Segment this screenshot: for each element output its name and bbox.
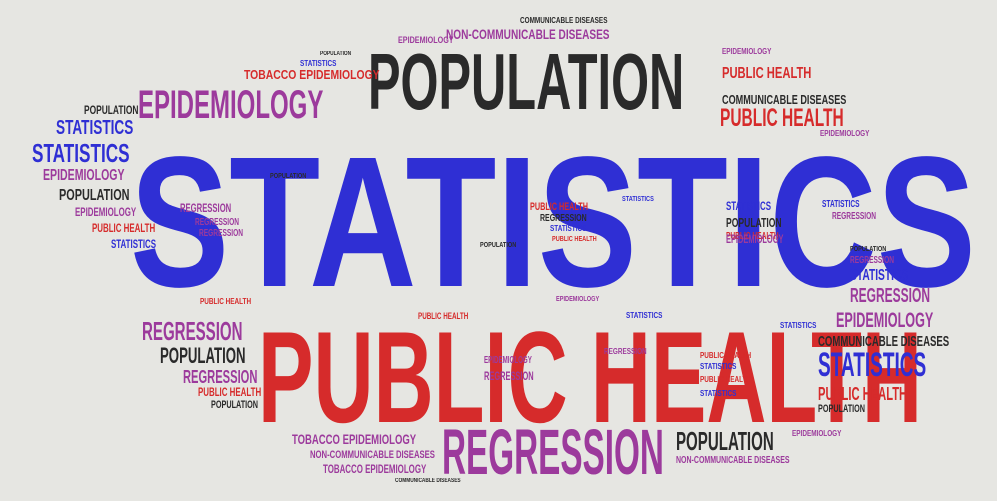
- word-statistics-main: STATISTICS: [130, 119, 976, 326]
- word-tobacco-epi-top: TOBACCO EPIDEMIOLOGY: [244, 67, 380, 82]
- word-statistics-left-3: STATISTICS: [111, 237, 157, 251]
- word-epi-right-small: EPIDEMIOLOGY: [722, 47, 772, 56]
- word-statistics-midlow-2: STATISTICS: [700, 389, 737, 398]
- word-ph-midlow-3: PUBLIC HEALTH: [700, 375, 752, 384]
- word-ph-center-1: PUBLIC HEALTH: [530, 201, 588, 213]
- word-ph-leftlow-small: PUBLIC HEALTH: [200, 297, 252, 306]
- word-statistics-right-4: STATISTICS: [818, 346, 927, 384]
- word-epi-right-2: EPIDEMIOLOGY: [820, 129, 870, 138]
- word-population-left-2: POPULATION: [59, 187, 130, 204]
- word-ph-midlow-2: PUBLIC HEALTH: [700, 351, 752, 360]
- word-regression-bottom: REGRESSION: [442, 416, 664, 488]
- word-statistics-right-2: STATISTICS: [822, 199, 860, 210]
- word-ph-right-3: PUBLIC HEALTH: [818, 384, 908, 404]
- word-ncd-bottom-2: NON-COMMUNICABLE DISEASES: [676, 455, 790, 466]
- word-ph-midlow-1: PUBLIC HEALTH: [418, 311, 469, 321]
- word-ph-left-2: PUBLIC HEALTH: [198, 385, 262, 399]
- word-regression-left-1: REGRESSION: [142, 316, 243, 346]
- word-epi-left-1: EPIDEMIOLOGY: [43, 167, 125, 184]
- word-statistics-left-2: STATISTICS: [32, 138, 130, 168]
- word-ph-right-2: PUBLIC HEALTH: [720, 104, 844, 132]
- word-population-bottom: POPULATION: [676, 426, 774, 456]
- word-regression-right-3: REGRESSION: [850, 285, 931, 307]
- word-statistics-mid-right-1: STATISTICS: [726, 199, 772, 213]
- word-statistics-center-2: STATISTICS: [622, 196, 654, 203]
- word-regression-midlow-2: REGRESSION: [604, 347, 647, 356]
- word-statistics-mid-right-2: STATISTICS: [780, 321, 817, 330]
- word-tobacco-epi-bottom-2: TOBACCO EPIDEMIOLOGY: [323, 462, 427, 476]
- word-population-left-4: POPULATION: [211, 399, 259, 411]
- word-epi-midlow-2: EPIDEMIOLOGY: [556, 296, 600, 303]
- word-regression-inner-3: REGRESSION: [199, 228, 244, 239]
- word-statistics-midlow-3: STATISTICS: [626, 311, 663, 320]
- word-population-mid-right: POPULATION: [726, 215, 782, 230]
- word-regression-inner-2: REGRESSION: [195, 217, 240, 228]
- word-epidemiology-topleft: EPIDEMIOLOGY: [138, 83, 324, 127]
- word-ncd-bottom-1: NON-COMMUNICABLE DISEASES: [310, 449, 435, 461]
- word-cd-right-1: COMMUNICABLE DISEASES: [722, 92, 847, 107]
- word-statistics-topleft-small: STATISTICS: [300, 59, 337, 68]
- word-ph-center-2: PUBLIC HEALTH: [552, 236, 597, 243]
- word-ph-right-1: PUBLIC HEALTH: [722, 65, 812, 82]
- word-population-left-3: POPULATION: [160, 343, 246, 368]
- word-epi-midlow: EPIDEMIOLOGY: [484, 355, 532, 366]
- word-epi-left-2: EPIDEMIOLOGY: [75, 205, 137, 219]
- word-population-right-2: POPULATION: [850, 246, 887, 253]
- word-regression-left-2: REGRESSION: [183, 367, 258, 387]
- word-regression-midlow: REGRESSION: [484, 369, 534, 383]
- word-population-topleft-small: POPULATION: [320, 51, 352, 57]
- word-statistics-midlow-1: STATISTICS: [700, 362, 737, 371]
- word-cd-topcenter: COMMUNICABLE DISEASES: [520, 16, 608, 25]
- word-regression-inner-1: REGRESSION: [180, 201, 232, 215]
- word-regression-right-1: REGRESSION: [832, 211, 877, 222]
- word-ph-mid-right: PUBLIC HEALTH: [726, 231, 779, 242]
- word-epi-mid-right: EPIDEMIOLOGY: [726, 232, 784, 246]
- word-epi-right-3: EPIDEMIOLOGY: [836, 309, 934, 332]
- word-population-left-1: POPULATION: [84, 103, 139, 117]
- word-statistics-center-1: STATISTICS: [550, 224, 587, 233]
- word-population-inner: POPULATION: [270, 173, 307, 180]
- word-ph-left-1: PUBLIC HEALTH: [92, 221, 156, 235]
- word-statistics-left-1: STATISTICS: [56, 117, 134, 139]
- word-population-right-3: POPULATION: [818, 403, 866, 415]
- word-tobacco-epi-bottom-1: TOBACCO EPIDEMIOLOGY: [292, 431, 417, 447]
- word-cd-right-2: COMMUNICABLE DISEASES: [818, 333, 950, 350]
- word-public-health-main: PUBLIC HEALTH: [258, 304, 923, 450]
- word-cd-bottom-small: COMMUNICABLE DISEASES: [395, 478, 461, 484]
- word-regression-right-2: REGRESSION: [850, 255, 895, 266]
- word-statistics-right-3: STATISTICS: [850, 267, 909, 284]
- word-population-center-2: POPULATION: [480, 242, 517, 249]
- word-population-center-1: REGRESSION: [540, 213, 587, 224]
- word-population-top: POPULATION: [368, 37, 685, 126]
- word-ncd-top: NON-COMMUNICABLE DISEASES: [446, 26, 610, 42]
- word-epi-bottomright-small: EPIDEMIOLOGY: [792, 429, 842, 438]
- word-epi-top-small: EPIDEMIOLOGY: [398, 35, 454, 45]
